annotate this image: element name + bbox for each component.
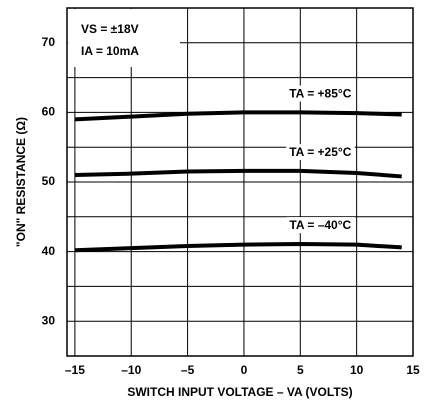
y-tick-label: 30 — [42, 313, 56, 327]
series-line — [74, 110, 402, 122]
y-tick-label: 50 — [42, 174, 56, 188]
series-label: TA = +85°C — [289, 87, 351, 101]
x-tick-label: –15 — [65, 363, 85, 377]
x-tick-label: –10 — [121, 363, 141, 377]
series-line — [74, 168, 402, 179]
x-tick-label: 10 — [350, 363, 364, 377]
y-tick-label: 60 — [42, 105, 56, 119]
x-tick-label: –5 — [181, 363, 195, 377]
series-label: TA = +25°C — [289, 145, 351, 159]
x-axis-label: SWITCH INPUT VOLTAGE – VA (VOLTS) — [127, 385, 352, 399]
label-bg — [286, 85, 355, 102]
annotation-box — [68, 9, 180, 67]
annotation: IA = 10mA — [81, 44, 139, 58]
label-bg — [286, 144, 355, 161]
x-tick-label: 15 — [406, 363, 420, 377]
y-tick-label: 70 — [42, 35, 56, 49]
annotation: VS = ±18V — [81, 22, 139, 36]
label-bg — [286, 217, 355, 234]
x-tick-label: 5 — [297, 363, 304, 377]
y-axis-label: "ON" RESISTANCE (Ω) — [14, 117, 28, 247]
y-tick-label: 40 — [42, 244, 56, 258]
x-tick-label: 0 — [241, 363, 248, 377]
plot-frame — [66, 7, 414, 357]
series-label: TA = –40°C — [289, 218, 351, 232]
series-line — [74, 241, 402, 253]
